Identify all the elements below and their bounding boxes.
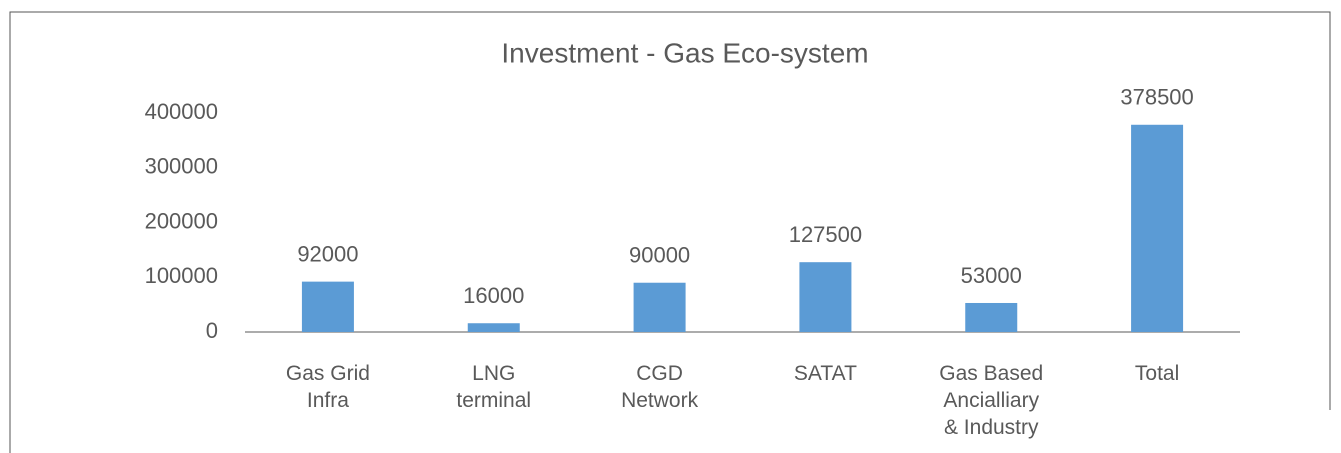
- y-tick-label: 0: [206, 318, 218, 343]
- x-tick-line: LNG: [472, 362, 515, 385]
- y-tick-label: 100000: [145, 263, 218, 288]
- x-tick-line: SATAT: [794, 362, 857, 385]
- x-tick-line: Gas Grid: [286, 362, 370, 385]
- x-tick-line: terminal: [456, 389, 531, 412]
- x-tick-line: & Industry: [944, 416, 1039, 439]
- chart-frame: [9, 11, 1331, 453]
- x-tick-label: Total: [1135, 362, 1179, 385]
- x-tick-label: SATAT: [794, 362, 857, 385]
- bar: [965, 302, 1018, 332]
- data-label: 53000: [961, 263, 1022, 288]
- y-tick-label: 200000: [145, 208, 218, 233]
- bar: [1131, 124, 1184, 333]
- x-tick-line: Gas Based: [939, 362, 1043, 385]
- y-tick-label: 400000: [145, 99, 218, 124]
- bar: [301, 281, 354, 332]
- x-tick-line: Ancialliary: [943, 389, 1039, 412]
- data-label: 92000: [297, 241, 358, 266]
- x-tick-line: CGD: [636, 362, 683, 385]
- data-label: 378500: [1120, 85, 1193, 110]
- x-tick-label: CGD Network: [621, 362, 699, 412]
- bar: [467, 323, 520, 332]
- chart-title: Investment - Gas Eco-system: [501, 37, 868, 68]
- x-tick-line: Infra: [307, 389, 349, 412]
- x-tick-label: Gas Grid Infra: [286, 362, 370, 412]
- y-tick-label: 300000: [145, 154, 218, 179]
- bar: [633, 282, 686, 332]
- x-tick-label: Gas Based Ancialliary & Industry: [939, 362, 1043, 439]
- x-tick-line: Total: [1135, 362, 1179, 385]
- x-tick-label: LNG terminal: [456, 362, 531, 412]
- data-label: 90000: [629, 243, 690, 268]
- data-label: 16000: [463, 283, 524, 308]
- data-label: 127500: [789, 222, 862, 247]
- x-tick-line: Network: [621, 389, 699, 412]
- bar: [799, 262, 852, 332]
